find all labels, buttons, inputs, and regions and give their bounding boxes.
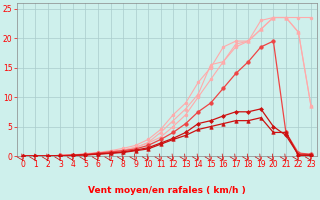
X-axis label: Vent moyen/en rafales ( km/h ): Vent moyen/en rafales ( km/h ) [88,186,246,195]
